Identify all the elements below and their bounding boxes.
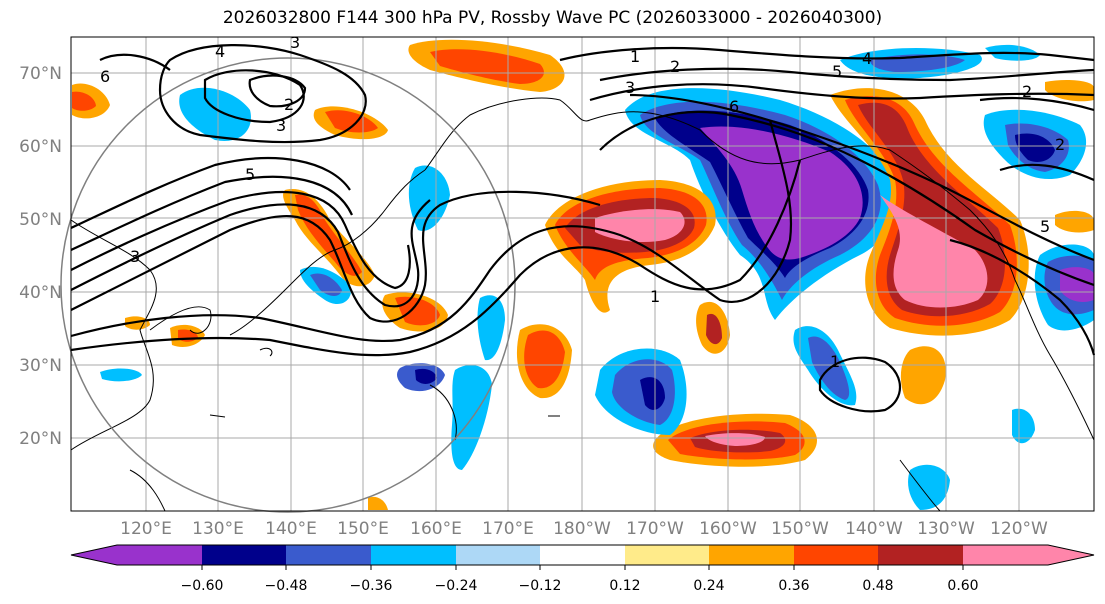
lat-label: 30°N [19,356,62,376]
contour-label: 2 [284,95,294,114]
longitude-labels: 120°E 130°E 140°E 150°E 160°E 170°E 180°… [120,519,1048,539]
contour-label: 5 [1040,217,1050,236]
colorbar [70,544,1095,570]
colorbar-tick-label: −0.36 [350,578,393,594]
contour-label: 5 [245,165,255,184]
colorbar-segment [540,545,625,565]
colorbar-tick-label: −0.24 [435,578,478,594]
contour-label: 1 [830,352,840,371]
colorbar-segment [456,545,540,565]
colorbar-segment [878,545,963,565]
contour-label: 3 [290,33,300,52]
lon-label: 160°W [699,519,757,539]
colorbar-segment [963,545,1048,565]
colorbar-segment [286,545,371,565]
colorbar-tick-label: 0.36 [778,578,809,594]
colorbar-tick-label: 0.24 [693,578,724,594]
lon-label: 130°W [917,519,975,539]
colorbar-outline [70,544,1095,566]
colorbar-tick-label: 0.60 [947,578,978,594]
lon-label: 140°W [845,519,903,539]
colorbar-tick-label: −0.12 [519,578,562,594]
colorbar-tick-label: 0.12 [609,578,640,594]
contour-label: 2 [1022,82,1032,101]
contour-label: 6 [729,97,739,116]
contour-labels: 6 4 3 2 3 5 3 2 1 3 2 5 4 6 5 1 1 2 [100,33,1065,371]
colorbar-tick-label: −0.60 [181,578,224,594]
lon-label: 170°E [482,519,534,539]
colorbar-extend-high [1048,545,1094,565]
colorbar-segment [625,545,709,565]
lat-label: 70°N [19,64,62,84]
contour-label: 1 [630,47,640,66]
pv-contours [70,44,1096,413]
colorbar-segment [794,545,878,565]
colorbar-segment [202,545,286,565]
lon-label: 130°E [192,519,244,539]
colorbar-segment [709,545,794,565]
map-title: 2026032800 F144 300 hPa PV, Rossby Wave … [222,8,883,28]
lon-label: 120°E [120,519,172,539]
lon-label: 150°E [337,519,389,539]
lon-label: 150°W [771,519,829,539]
colorbar-tick-labels: −0.60 −0.48 −0.36 −0.24 −0.12 0.12 0.24 … [181,578,979,594]
colorbar-extend-low [71,545,117,565]
contour-label: 4 [862,49,872,68]
contour-label: 2 [670,57,680,76]
colorbar-tick-label: −0.48 [265,578,308,594]
contour-label: 3 [625,78,635,97]
latitude-labels: 70°N 60°N 50°N 40°N 30°N 20°N [19,64,62,449]
rossby-wave-region-circle [60,57,516,513]
lon-label: 160°E [410,519,462,539]
contour-label: 5 [832,62,842,81]
colorbar-segment [117,545,202,565]
contour-label: 1 [650,287,660,306]
graticule [71,37,1094,511]
lon-label: 140°E [265,519,317,539]
colorbar-tick-label: 0.48 [862,578,893,594]
colorbar-segment [371,545,456,565]
contour-label: 3 [130,247,140,266]
contour-label: 6 [100,67,110,86]
map-panel: 6 4 3 2 3 5 3 2 1 3 2 5 4 6 5 1 1 2 [60,33,1096,513]
lon-label: 180°W [553,519,611,539]
lat-label: 50°N [19,210,62,230]
lat-label: 20°N [19,429,62,449]
contour-label: 3 [276,116,286,135]
contour-label: 4 [215,42,225,61]
lon-label: 170°W [626,519,684,539]
lon-label: 120°W [990,519,1048,539]
lat-label: 60°N [19,137,62,157]
contour-label: 2 [1055,135,1065,154]
lat-label: 40°N [19,283,62,303]
